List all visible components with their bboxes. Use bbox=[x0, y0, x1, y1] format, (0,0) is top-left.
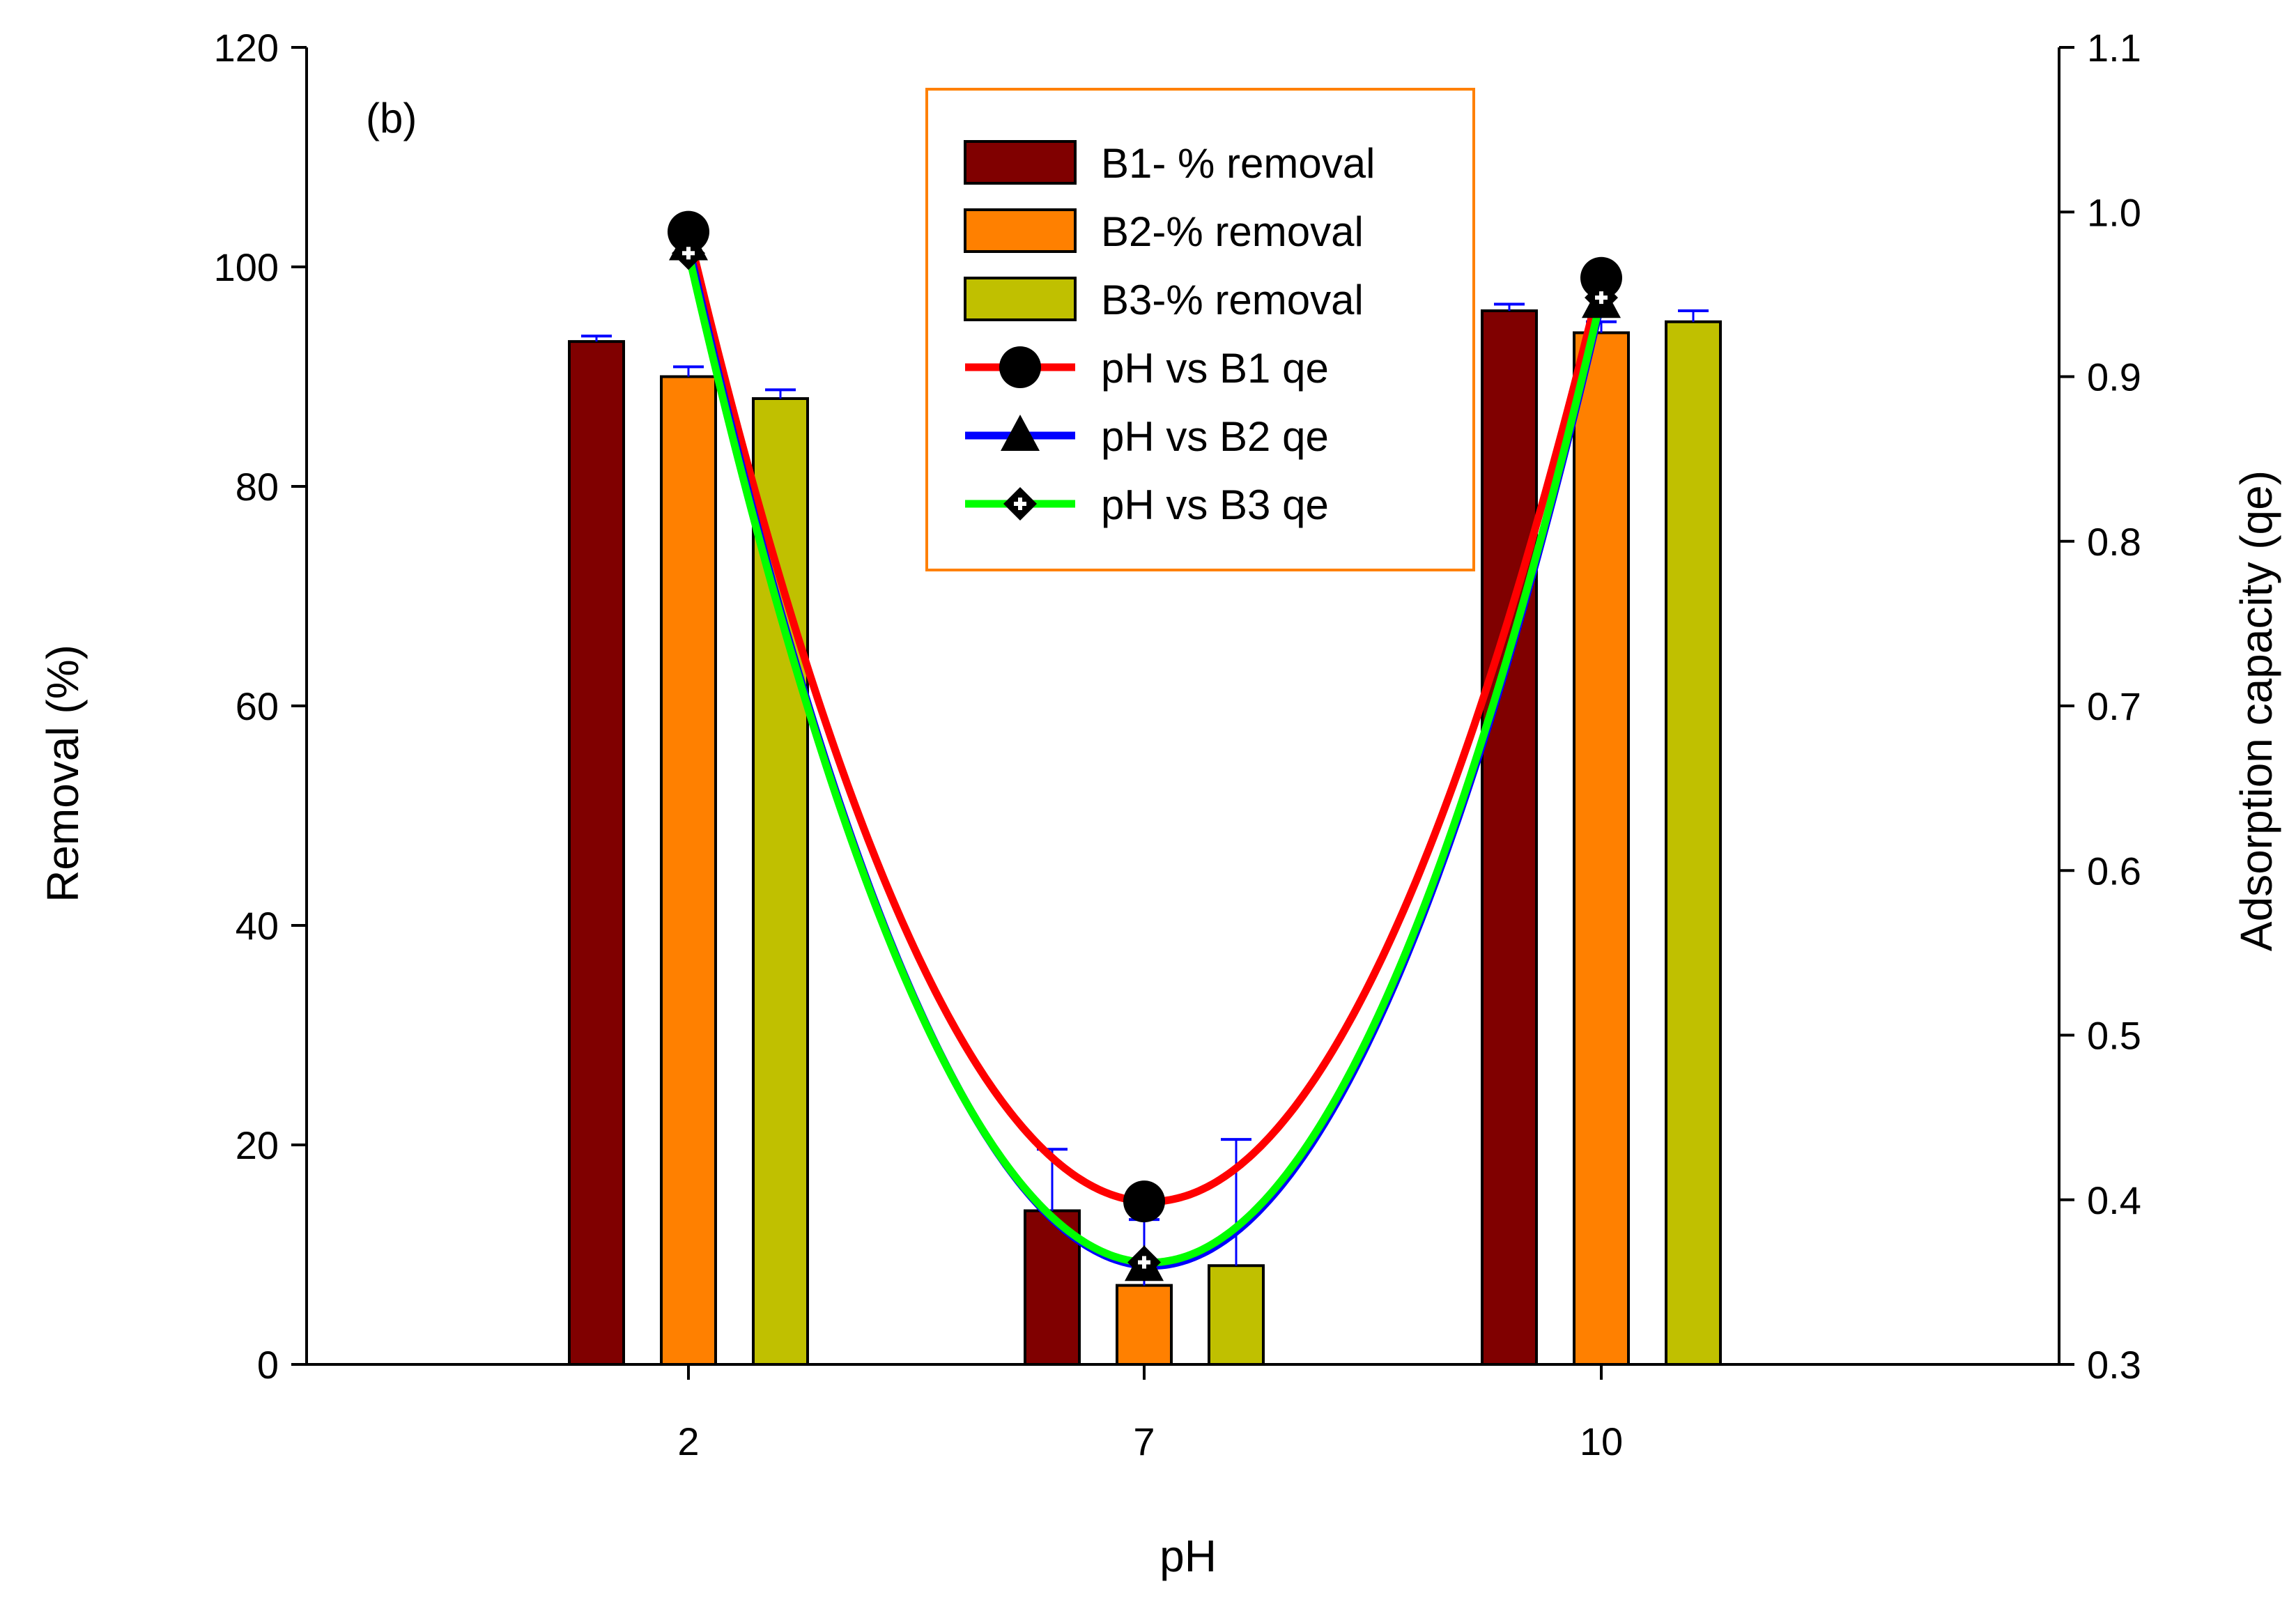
y-axis-title-right: Adsorption capacity (qe) bbox=[2231, 470, 2281, 951]
y-right-tick-label-0.5: 0.5 bbox=[2087, 1014, 2141, 1058]
qe-point-1-10 bbox=[1580, 256, 1622, 299]
panel-label: (b) bbox=[366, 95, 417, 141]
bar-2-2 bbox=[660, 375, 717, 1366]
legend-marker-5 bbox=[1001, 415, 1040, 451]
y-right-tick-label-0.9: 0.9 bbox=[2087, 355, 2141, 399]
x-tick-label-2: 2 bbox=[677, 1419, 699, 1463]
qe-point-1-7 bbox=[1123, 1180, 1165, 1223]
qe-point-3-2-cross-v bbox=[686, 247, 691, 260]
y-left-tick-label-0: 0 bbox=[257, 1343, 279, 1387]
legend-marker-4 bbox=[999, 346, 1041, 388]
y-left-tick-label-20: 20 bbox=[236, 1123, 279, 1167]
legend-marker-6-cross-v bbox=[1018, 498, 1022, 510]
y-left-tick-label-100: 100 bbox=[214, 245, 279, 289]
qe-point-3-2 bbox=[672, 236, 705, 270]
legend-swatch-1 bbox=[964, 140, 1077, 185]
x-tick-label-7: 7 bbox=[1133, 1419, 1155, 1463]
qe-point-3-7-cross-v bbox=[1142, 1256, 1146, 1269]
y-right-tick-label-0.4: 0.4 bbox=[2087, 1178, 2141, 1222]
bar-2-10 bbox=[1573, 331, 1630, 1366]
axes-layer: 0 20 40 60 80 100 120 0.3 0.4 0.5 0.6 0.7 0.8 0.9 1.0 1… bbox=[214, 26, 2141, 1463]
y-left-tick-label-40: 40 bbox=[236, 904, 279, 948]
y-left-tick-label-120: 120 bbox=[214, 26, 279, 70]
y-axis-title-left: Removal (%) bbox=[38, 645, 88, 902]
y-right-tick-label-0.3: 0.3 bbox=[2087, 1343, 2141, 1387]
legend-label-1: B1- % removal bbox=[1101, 140, 1375, 187]
legend-label-2: B2-% removal bbox=[1101, 208, 1364, 255]
bar-1-10 bbox=[1481, 309, 1538, 1366]
qe-point-3-7 bbox=[1127, 1245, 1161, 1279]
legend-swatch-2 bbox=[964, 208, 1077, 253]
y-right-tick-label-0.8: 0.8 bbox=[2087, 520, 2141, 564]
y-left-tick-label-60: 60 bbox=[236, 684, 279, 728]
qe-point-3-10-cross-v bbox=[1599, 291, 1603, 305]
y-right-tick-label-0.7: 0.7 bbox=[2087, 684, 2141, 728]
legend-label-3: B3-% removal bbox=[1101, 277, 1364, 323]
legend-marker-6 bbox=[1003, 487, 1037, 521]
bar-3-10 bbox=[1665, 320, 1722, 1366]
legend-label-6: pH vs B3 qe bbox=[1101, 482, 1329, 528]
y-left-tick-label-80: 80 bbox=[236, 465, 279, 509]
x-tick-label-10: 10 bbox=[1580, 1419, 1623, 1463]
legend: B1- % removal B2-% removal B3-% removal pH … bbox=[925, 88, 1475, 571]
legend-label-4: pH vs B1 qe bbox=[1101, 345, 1329, 392]
x-axis-title: pH bbox=[1159, 1531, 1217, 1581]
qe-point-3-10 bbox=[1585, 281, 1618, 315]
bar-3-7 bbox=[1208, 1264, 1265, 1366]
lines-layer bbox=[668, 210, 1622, 1281]
legend-label-5: pH vs B2 qe bbox=[1101, 413, 1329, 460]
bars-layer bbox=[568, 302, 1722, 1367]
y-right-tick-label-1.1: 1.1 bbox=[2087, 26, 2141, 70]
y-right-tick-label-0.6: 0.6 bbox=[2087, 849, 2141, 893]
legend-swatch-3 bbox=[964, 277, 1077, 321]
bar-1-2 bbox=[568, 340, 625, 1367]
bar-2-7 bbox=[1116, 1284, 1173, 1366]
y-right-tick-label-1.0: 1.0 bbox=[2087, 190, 2141, 234]
